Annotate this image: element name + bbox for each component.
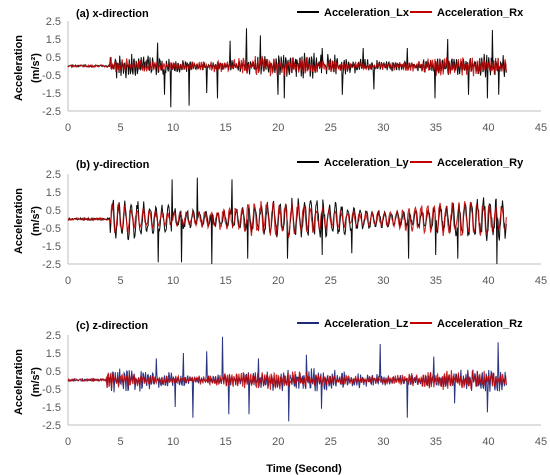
- legend-label: Acceleration_Rx: [437, 7, 524, 19]
- y-tick-label: 2.5: [46, 330, 61, 342]
- x-tick-label: 20: [272, 122, 284, 134]
- x-tick-label: 15: [220, 122, 232, 134]
- y-tick-label: -2.5: [42, 106, 61, 118]
- panel-title: (b) y-direction: [76, 159, 150, 171]
- legend-label: Acceleration_Lx: [324, 7, 410, 19]
- legend-label: Acceleration_Lz: [324, 318, 409, 330]
- x-tick-label: 45: [535, 275, 547, 287]
- y-tick-label: -0.5: [42, 384, 61, 396]
- x-tick-label: 10: [167, 275, 179, 287]
- x-tick-label: 45: [535, 122, 547, 134]
- x-tick-label: 10: [167, 122, 179, 134]
- x-axis-label: Time (Second): [266, 463, 342, 475]
- x-tick-label: 30: [377, 275, 389, 287]
- series-line-acceleration-ry: [68, 201, 507, 239]
- y-axis-label: Acceleration: [13, 188, 25, 254]
- chart-panel-z-direction: 2.5 1.5 0.5 -0.5 -1.5 -2.5 0 5 10 15 20 25 30 35 40 45 A…: [13, 318, 547, 448]
- legend-label: Acceleration_Ly: [324, 157, 409, 169]
- x-tick-label: 20: [272, 275, 284, 287]
- legend-label: Acceleration_Rz: [437, 318, 523, 330]
- x-tick-label: 25: [325, 436, 337, 448]
- y-tick-label: -1.5: [42, 402, 61, 414]
- x-tick-label: 40: [482, 122, 494, 134]
- y-axis-unit: (m/s²): [30, 53, 42, 83]
- y-tick-label: 1.5: [46, 187, 61, 199]
- y-tick-label: -0.5: [42, 223, 61, 235]
- y-tick-label: 1.5: [46, 34, 61, 46]
- x-tick-label: 30: [377, 436, 389, 448]
- x-tick-label: 40: [482, 436, 494, 448]
- x-tick-label: 15: [220, 275, 232, 287]
- x-tick-label: 25: [325, 275, 337, 287]
- y-tick-label: 2.5: [46, 16, 61, 28]
- y-tick-label: 2.5: [46, 169, 61, 181]
- x-tick-label: 10: [167, 436, 179, 448]
- x-tick-label: 35: [430, 275, 442, 287]
- y-tick-label: 1.5: [46, 348, 61, 360]
- y-axis-unit: (m/s²): [30, 206, 42, 236]
- x-tick-label: 30: [377, 122, 389, 134]
- chart-panel-y-direction: 2.5 1.5 0.5 -0.5 -1.5 -2.5 0 5 10 15 20 25 30 35 40 45 A…: [13, 157, 547, 287]
- series-line-acceleration-rx: [67, 55, 507, 77]
- chart-panel-x-direction: 2.5 1.5 0.5 -0.5 -1.5 -2.5 0 5 10 15 20 25 30 35 40 45 A…: [13, 7, 547, 134]
- x-tick-label: 35: [430, 436, 442, 448]
- x-tick-label: 35: [430, 122, 442, 134]
- y-tick-label: -0.5: [42, 70, 61, 82]
- panel-title: (c) z-direction: [76, 320, 148, 332]
- x-tick-label: 20: [272, 436, 284, 448]
- x-tick-label: 0: [65, 275, 71, 287]
- y-tick-label: -1.5: [42, 241, 61, 253]
- y-tick-label: 0.5: [46, 366, 61, 378]
- x-tick-label: 0: [65, 436, 71, 448]
- series-line-acceleration-rz: [67, 370, 507, 390]
- y-tick-label: -2.5: [42, 259, 61, 271]
- x-tick-label: 15: [220, 436, 232, 448]
- x-tick-label: 5: [117, 436, 123, 448]
- y-axis-label: Acceleration: [13, 349, 25, 415]
- series-line-acceleration-ly: [67, 177, 507, 265]
- y-tick-label: -2.5: [42, 420, 61, 432]
- x-tick-label: 0: [65, 122, 71, 134]
- y-tick-label: 0.5: [46, 52, 61, 64]
- panel-title: (a) x-direction: [76, 8, 149, 20]
- y-axis-unit: (m/s²): [30, 367, 42, 397]
- y-tick-label: 0.5: [46, 205, 61, 217]
- x-tick-label: 5: [117, 275, 123, 287]
- x-tick-label: 25: [325, 122, 337, 134]
- x-tick-label: 40: [482, 275, 494, 287]
- legend-label: Acceleration_Ry: [437, 157, 524, 169]
- x-tick-label: 5: [117, 122, 123, 134]
- y-axis-label: Acceleration: [13, 35, 25, 101]
- y-tick-label: -1.5: [42, 88, 61, 100]
- x-tick-label: 45: [535, 436, 547, 448]
